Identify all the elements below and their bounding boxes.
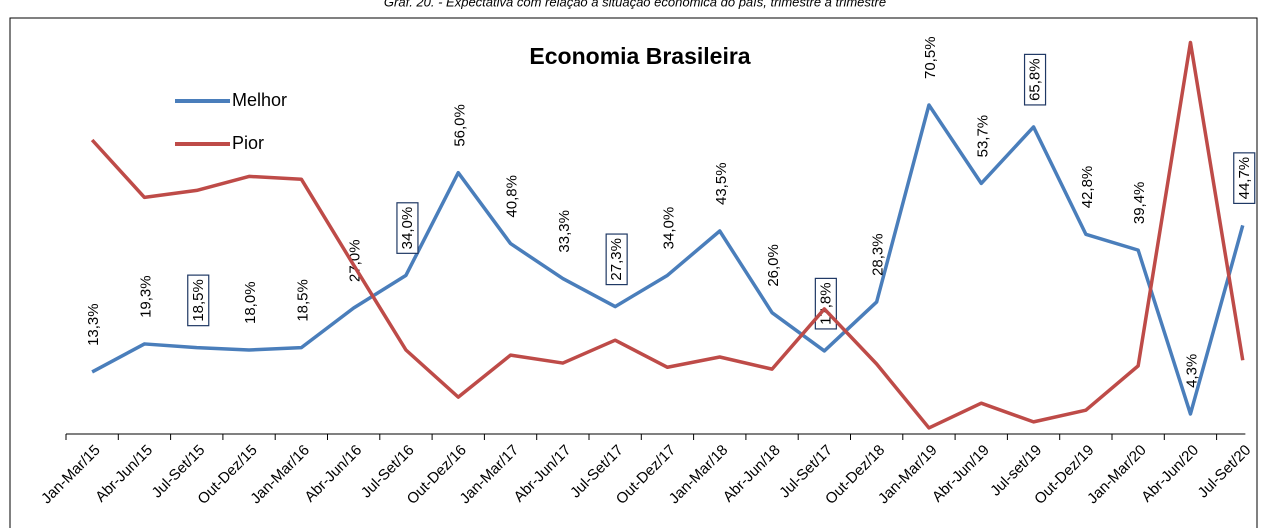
line-series [91,103,1245,416]
value-label-group: 28,3% [870,233,887,276]
x-tick-label: Abr-Jun/15 [92,442,156,506]
x-tick-label: Abr-Jun/16 [301,442,365,506]
value-label-group: 33,3% [556,210,573,253]
value-label: 18,0% [242,281,259,324]
value-label-group: 65,8% [1023,53,1047,106]
value-label-group: 4,3% [1183,354,1200,388]
value-label-box [1233,152,1256,204]
value-label-group: 18,5% [294,279,311,322]
value-label-group: 44,7% [1233,152,1256,204]
line-series [90,40,1245,430]
value-label: 13,3% [85,303,102,346]
value-label-group: 18,0% [242,281,259,324]
value-label-group: 34,0% [396,202,419,254]
x-tick-label: Abr-Jun/17 [511,442,575,506]
value-label: 44,7% [1236,157,1253,200]
value-label: 33,3% [556,210,573,253]
value-label-group: 40,8% [504,175,521,218]
value-label: 18,5% [294,279,311,322]
value-label: 27,3% [608,238,625,281]
chart-frame [9,17,1258,528]
value-label: 65,8% [1027,58,1044,101]
value-label: 28,3% [870,233,887,276]
value-label-group: 26,0% [765,244,782,287]
value-label-group: 56,0% [451,104,468,147]
value-label: 39,4% [1131,182,1148,225]
value-label-box [396,202,419,254]
chart-title: Economia Brasileira [529,43,750,69]
value-label: 53,7% [974,115,991,158]
value-label: 34,0% [660,207,677,250]
value-label-group: 70,5% [922,36,939,79]
legend-label: Melhor [232,90,287,110]
legend-label: Pior [232,133,264,153]
x-tick-label: Abr-Jun/19 [929,442,993,506]
value-label: 34,0% [399,207,416,250]
value-label: 18,5% [190,279,207,322]
value-label-group: 17,8% [814,277,837,330]
value-label-group: 19,3% [137,275,154,318]
value-label: 70,5% [922,36,939,79]
value-label: 43,5% [713,162,730,205]
x-tick-label: Abr-Jun/18 [720,442,784,506]
value-label: 4,3% [1183,354,1200,388]
value-label-group: 27,3% [605,233,628,286]
value-label-group: 39,4% [1131,182,1148,225]
chart-caption: Gráf. 20. - Expectativa com relação à si… [384,0,886,9]
x-tick-label: Jul-Set/20 [1195,442,1255,502]
x-tick-label: Abr-Jun/20 [1138,442,1202,506]
value-label: 42,8% [1079,166,1096,209]
value-label-box [1023,53,1047,106]
value-label-box [187,274,210,327]
value-label-group: 18,5% [187,274,210,327]
value-label: 40,8% [504,175,521,218]
value-label: 56,0% [451,104,468,147]
value-label-group: 42,8% [1079,166,1096,209]
value-label-group: 43,5% [713,162,730,205]
value-label-group: 34,0% [660,207,677,250]
value-label-group: 13,3% [85,303,102,346]
x-tick-label: Jan-Mar/15 [38,442,104,508]
value-label-box [605,233,628,286]
value-label: 26,0% [765,244,782,287]
value-label: 19,3% [137,275,154,318]
value-label-group: 53,7% [974,115,991,158]
